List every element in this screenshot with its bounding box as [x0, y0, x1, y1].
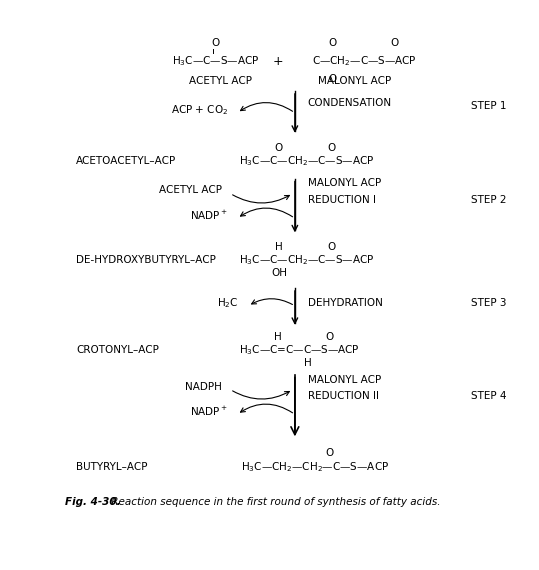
Text: REDUCTION II: REDUCTION II	[308, 392, 379, 401]
Text: DE-HYDROXYBUTYRYL–ACP: DE-HYDROXYBUTYRYL–ACP	[76, 255, 216, 265]
Text: O: O	[275, 142, 283, 153]
Text: MALONYL ACP: MALONYL ACP	[308, 374, 381, 385]
Text: CONDENSATION: CONDENSATION	[308, 98, 392, 108]
Text: H: H	[304, 357, 312, 368]
Text: ACP + CO$_2$: ACP + CO$_2$	[171, 103, 228, 117]
Text: O: O	[326, 448, 334, 458]
Text: O: O	[328, 242, 336, 252]
Text: STEP 4: STEP 4	[471, 392, 507, 401]
Text: O: O	[326, 332, 334, 342]
Text: STEP 2: STEP 2	[471, 196, 507, 205]
Text: H$_2$C: H$_2$C	[217, 296, 238, 310]
Text: O: O	[211, 38, 219, 48]
Text: DEHYDRATION: DEHYDRATION	[308, 298, 383, 308]
Text: H$_3$C—C—CH$_2$—C—S—ACP: H$_3$C—C—CH$_2$—C—S—ACP	[239, 253, 375, 267]
Text: MALONYL ACP: MALONYL ACP	[308, 178, 381, 189]
Text: Reaction sequence in the first round of synthesis of fatty acids.: Reaction sequence in the first round of …	[108, 497, 440, 507]
Text: O: O	[329, 38, 337, 48]
Text: ACETOACETYL–ACP: ACETOACETYL–ACP	[76, 156, 176, 166]
Text: H$_3$C—C=C—C—S—ACP: H$_3$C—C=C—C—S—ACP	[239, 343, 360, 357]
Text: ACETYL ACP: ACETYL ACP	[189, 76, 252, 86]
Text: NADP$^+$: NADP$^+$	[190, 209, 228, 222]
Text: NADPH: NADPH	[185, 381, 222, 392]
Text: ACETYL ACP: ACETYL ACP	[159, 185, 222, 196]
Text: OH: OH	[271, 268, 287, 278]
Text: REDUCTION I: REDUCTION I	[308, 196, 376, 205]
Text: O: O	[390, 38, 398, 48]
Text: NADP$^+$: NADP$^+$	[190, 405, 228, 418]
Text: H: H	[275, 242, 283, 252]
Text: H$_3$C—C—CH$_2$—C—S—ACP: H$_3$C—C—CH$_2$—C—S—ACP	[239, 154, 375, 168]
Text: O: O	[329, 74, 337, 84]
Text: O: O	[328, 142, 336, 153]
Text: Fig. 4-30.: Fig. 4-30.	[65, 497, 121, 507]
Text: CROTONYL–ACP: CROTONYL–ACP	[76, 345, 159, 355]
Text: C—CH$_2$—C—S—ACP: C—CH$_2$—C—S—ACP	[312, 54, 417, 68]
Text: STEP 1: STEP 1	[471, 101, 507, 111]
Text: BUTYRYL–ACP: BUTYRYL–ACP	[76, 462, 148, 472]
Text: H: H	[274, 332, 282, 342]
Text: H$_3$C—CH$_2$—CH$_2$—C—S—ACP: H$_3$C—CH$_2$—CH$_2$—C—S—ACP	[241, 460, 389, 474]
Text: STEP 3: STEP 3	[471, 298, 507, 308]
Text: H$_3$C—C—S—ACP: H$_3$C—C—S—ACP	[171, 54, 259, 68]
Text: MALONYL ACP: MALONYL ACP	[318, 76, 391, 86]
Text: +: +	[273, 55, 284, 68]
